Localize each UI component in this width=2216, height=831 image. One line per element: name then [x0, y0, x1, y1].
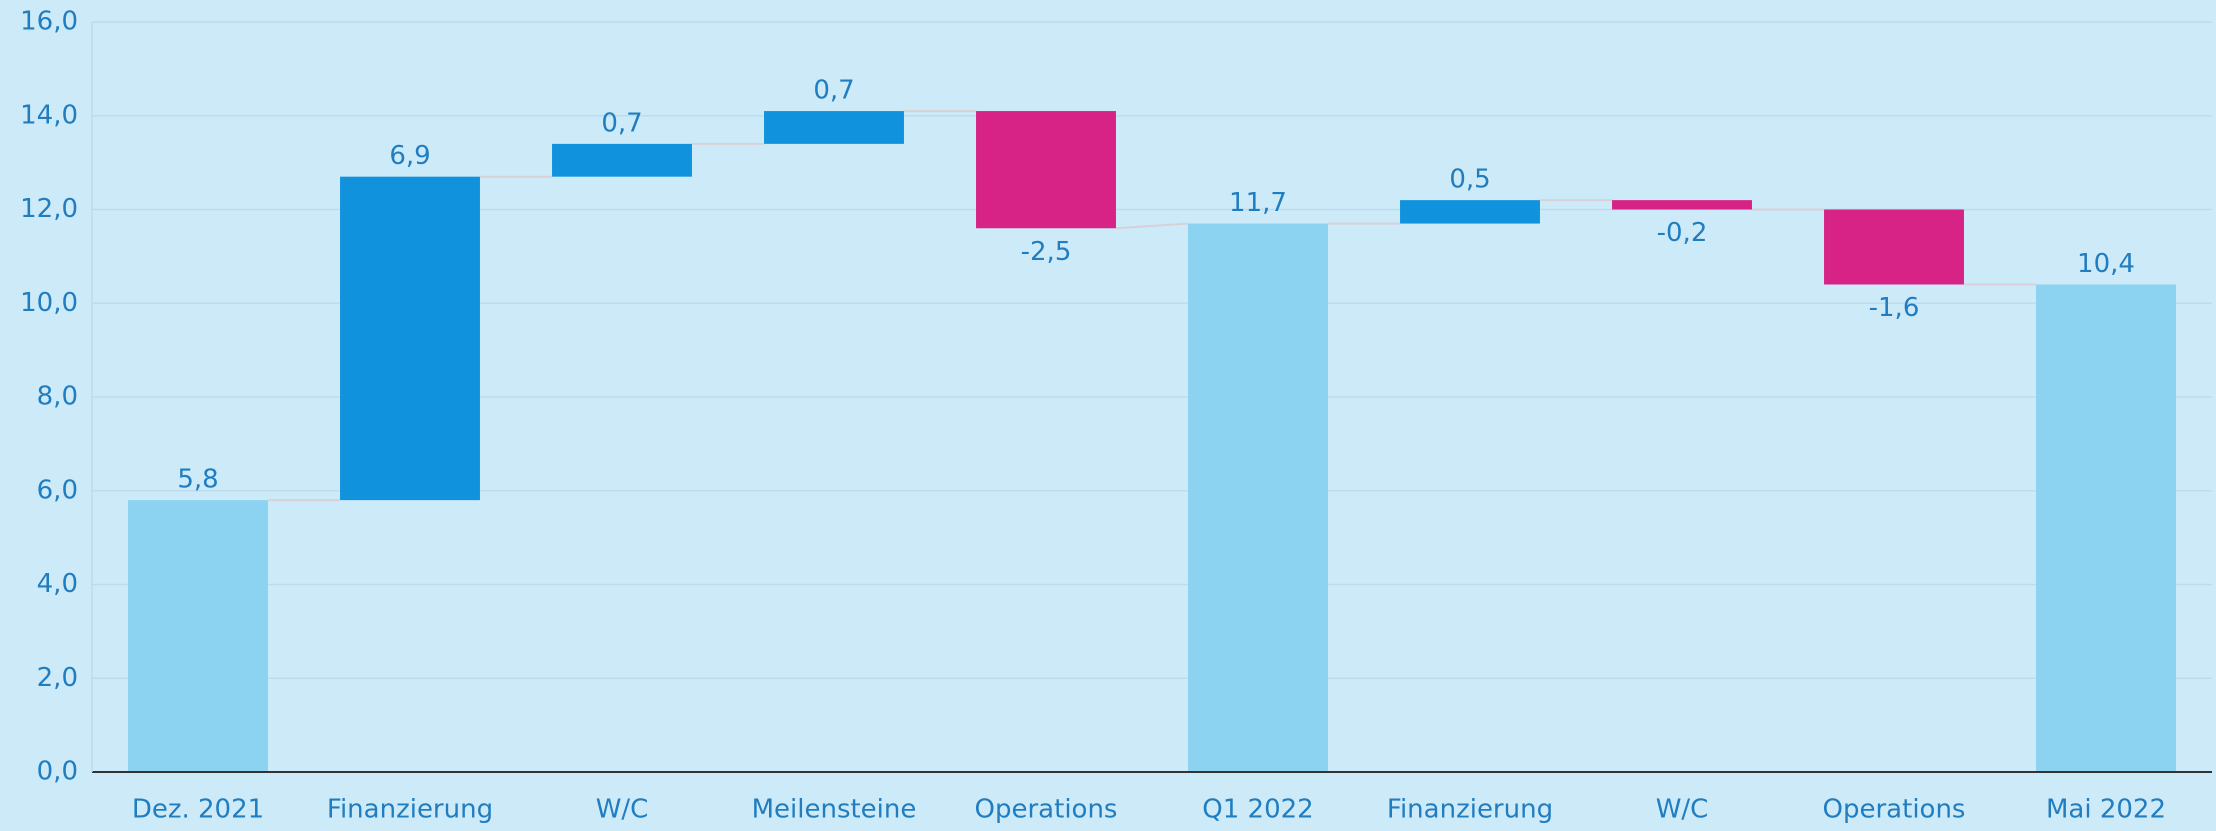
y-tick-label: 14,0: [20, 100, 78, 130]
value-label: 0,5: [1449, 165, 1490, 195]
x-tick-label: Operations: [1823, 795, 1966, 825]
x-tick-label: Finanzierung: [1387, 795, 1553, 825]
y-tick-label: 16,0: [20, 7, 78, 37]
x-tick-label: Dez. 2021: [132, 795, 264, 825]
value-label: -0,2: [1657, 218, 1708, 248]
bar: [552, 143, 692, 177]
value-label: -2,5: [1021, 237, 1072, 267]
value-label: 0,7: [813, 76, 854, 106]
bar: [1400, 200, 1540, 224]
y-tick-label: 12,0: [20, 194, 78, 224]
bar: [976, 111, 1116, 229]
y-tick-label: 6,0: [37, 475, 78, 505]
bar: [1824, 209, 1964, 285]
y-tick-label: 2,0: [37, 663, 78, 693]
bar: [1188, 223, 1328, 772]
x-tick-label: W/C: [596, 795, 649, 825]
connector: [1115, 222, 1189, 230]
value-label: -1,6: [1869, 293, 1920, 323]
x-tick-label: W/C: [1656, 795, 1709, 825]
bar: [2036, 284, 2176, 772]
x-tick-label: Meilensteine: [752, 795, 917, 825]
value-label: 11,7: [1229, 188, 1287, 218]
bar: [764, 111, 904, 144]
y-tick-label: 4,0: [37, 569, 78, 599]
y-tick-label: 8,0: [37, 382, 78, 412]
y-tick-label: 10,0: [20, 288, 78, 318]
x-tick-label: Operations: [975, 795, 1118, 825]
x-tick-label: Mai 2022: [2046, 795, 2166, 825]
bar: [128, 500, 268, 772]
bar: [1612, 200, 1752, 210]
y-tick-label: 0,0: [37, 757, 78, 787]
value-label: 5,8: [177, 465, 218, 495]
x-tick-label: Finanzierung: [327, 795, 493, 825]
bar: [340, 176, 480, 501]
value-label: 0,7: [601, 108, 642, 138]
value-label: 6,9: [389, 141, 430, 171]
x-tick-label: Q1 2022: [1202, 795, 1313, 825]
value-label: 10,4: [2077, 249, 2135, 279]
